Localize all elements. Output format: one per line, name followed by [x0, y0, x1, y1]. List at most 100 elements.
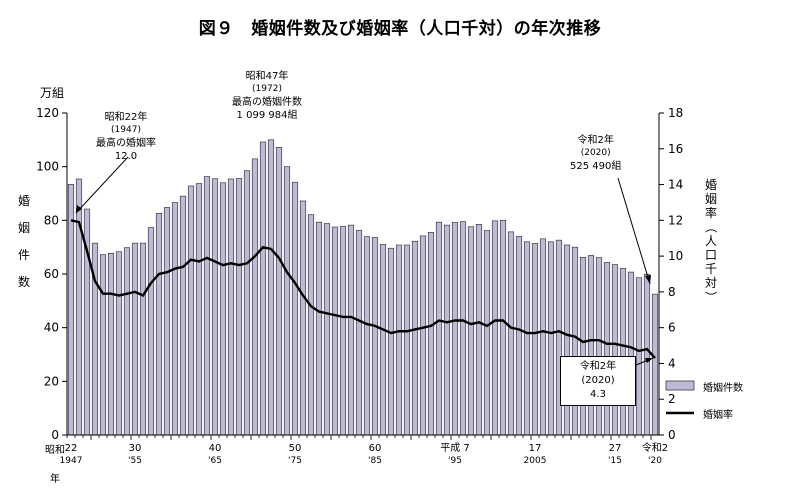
bar-1959: [163, 207, 171, 436]
bar-1990: [411, 240, 419, 436]
bar-2005: [531, 243, 539, 436]
arrow-head-1947: [76, 205, 82, 213]
bar-1974: [283, 166, 291, 436]
bar-1993: [435, 221, 443, 436]
right-tick-label: 10: [668, 249, 683, 263]
bar-1985: [371, 237, 379, 436]
bar-1976: [299, 200, 307, 436]
bar-1975: [291, 181, 299, 436]
right-axis-char: 率: [704, 206, 717, 220]
bar-2003: [515, 236, 523, 436]
bar-1980: [331, 226, 339, 436]
arrow-head-2020-rate: [645, 358, 653, 363]
right-axis-char: 千: [704, 262, 717, 276]
x-tick-label-bottom: '75: [288, 456, 302, 466]
annotation-line: 令和2年: [577, 135, 614, 146]
x-tick-label-bottom: 2005: [524, 456, 547, 466]
bar-2010: [571, 246, 579, 436]
right-tick-label: 4: [668, 356, 676, 370]
bar-2001: [499, 219, 507, 436]
bar-1979: [323, 223, 331, 436]
legend-label-bars: 婚姻件数: [703, 383, 743, 394]
bar-1982: [347, 224, 355, 436]
right-tick-label: 6: [668, 321, 676, 335]
bar-2016: [619, 268, 627, 436]
annotation-line: (2020): [581, 375, 615, 386]
bar-1954: [123, 247, 131, 436]
left-axis-label: 婚 姻 件 数: [16, 188, 32, 296]
bar-2002: [507, 231, 515, 436]
bar-1972: [267, 139, 275, 436]
bar-1964: [203, 176, 211, 436]
legend: [665, 380, 695, 415]
right-tick-label: 8: [668, 285, 676, 299]
left-tick-label: 40: [44, 321, 59, 335]
bar-2014: [603, 262, 611, 436]
annotation-line: 令和2年: [579, 361, 617, 372]
bar-1960: [171, 202, 179, 436]
bar-2020: [651, 293, 659, 436]
x-tick-label-top: 令和2: [642, 441, 668, 454]
x-tick-label-top: 50: [289, 443, 302, 454]
bar-1992: [427, 232, 435, 436]
annotation-line: (1972): [252, 84, 282, 94]
annotation-line: 4.3: [590, 389, 606, 400]
bar-1965: [211, 178, 219, 436]
left-axis-ticks: 0 20 40 60 80 100 120: [36, 106, 67, 442]
x-tick-label-bottom: '85: [368, 456, 382, 466]
bar-1984: [363, 236, 371, 436]
right-tick-label: 2: [668, 392, 676, 406]
x-tick-label-bottom: '55: [128, 456, 142, 466]
legend-bar-swatch: [665, 380, 695, 391]
annotation-line: (1947): [111, 125, 141, 135]
bar-1999: [483, 230, 491, 436]
x-tick-label-bottom: '95: [448, 456, 462, 466]
bar-1996: [459, 221, 467, 436]
right-tick-label: 14: [668, 178, 683, 192]
bar-2012: [587, 255, 595, 436]
bar-1971: [259, 141, 267, 436]
annotation-line: 昭和22年: [104, 112, 148, 123]
bar-1995: [451, 222, 459, 436]
left-axis-char: 件: [17, 248, 30, 262]
annotation-line: 1 099 984組: [236, 110, 298, 121]
right-axis-ticks: 0 2 4 6 8 10 12 14 16 18: [659, 106, 683, 442]
bar-1967: [227, 178, 235, 436]
bar-1986: [379, 244, 387, 436]
bar-1956: [139, 242, 147, 436]
bar-2004: [523, 241, 531, 436]
bar-1952: [107, 252, 115, 436]
bar-1991: [419, 235, 427, 436]
right-axis-char: 口: [704, 248, 717, 262]
annotation-2020-count: 令和2年 (2020) 525 490組: [570, 134, 621, 173]
annotation-1947-rate: 昭和22年 (1947) 最高の婚姻率 12.0: [96, 111, 156, 163]
annotation-line: 525 490組: [570, 161, 622, 172]
bar-1963: [195, 183, 203, 436]
bar-1955: [131, 242, 139, 436]
annotation-arrows: [75, 156, 654, 366]
bar-1966: [219, 182, 227, 436]
right-axis-char: 人: [704, 234, 717, 248]
arrow-head-2020-count: [645, 275, 651, 284]
bar-1969: [243, 170, 251, 436]
bar-1973: [275, 147, 283, 436]
x-tick-label-top: 17: [529, 443, 542, 454]
right-axis-char: （: [704, 220, 718, 233]
bar-1983: [355, 229, 363, 436]
annotation-line: 最高の婚姻件数: [232, 97, 302, 108]
x-tick-label-top: 22: [65, 443, 78, 454]
x-tick-label-top: 40: [209, 443, 222, 454]
left-tick-label: 100: [36, 160, 59, 174]
left-tick-label: 60: [44, 267, 59, 281]
x-tick-label-bottom: 1947: [60, 456, 83, 466]
bar-1970: [251, 158, 259, 436]
annotation-line: (2020): [580, 148, 611, 158]
left-axis-char: 婚: [17, 194, 30, 208]
right-tick-label: 0: [668, 428, 676, 442]
bar-1997: [467, 226, 475, 436]
right-tick-label: 12: [668, 213, 683, 227]
x-tick-label-bottom: '65: [208, 456, 222, 466]
bar-1994: [443, 224, 451, 436]
right-tick-label: 18: [668, 106, 683, 120]
bar-1961: [179, 195, 187, 436]
